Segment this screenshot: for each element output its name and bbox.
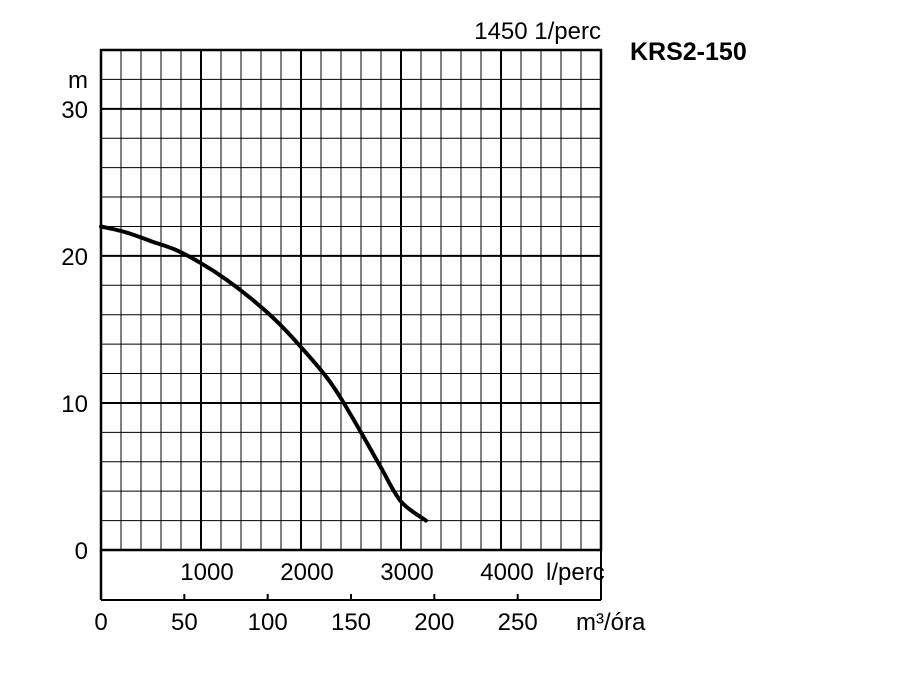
x-top-tick-label: 3000 — [380, 559, 433, 586]
x-top-tick-label: 4000 — [480, 559, 533, 586]
x-bottom-tick-label: 50 — [171, 609, 198, 636]
speed-label: 1450 1/perc — [474, 18, 601, 45]
x-bottom-tick-label: 250 — [498, 609, 538, 636]
x-bottom-tick-label: 0 — [94, 609, 107, 636]
minor-grid — [101, 49, 601, 550]
x-top-unit-label: l/perc — [546, 559, 605, 586]
x-bottom-tick-label: 150 — [331, 609, 371, 636]
y-tick-label: 0 — [75, 538, 88, 565]
major-grid — [101, 50, 601, 550]
y-axis-label: m — [68, 67, 88, 94]
x-top-tick-label: 2000 — [280, 559, 333, 586]
chart-axes — [99, 48, 603, 601]
plot-frame — [99, 48, 603, 552]
x-bottom-tick-label: 200 — [414, 609, 454, 636]
y-tick-label: 30 — [61, 97, 88, 124]
x-bottom-unit-label: m³/óra — [576, 609, 646, 636]
chart-title: KRS2-150 — [630, 38, 747, 66]
x-top-tick-label: 1000 — [180, 559, 233, 586]
x-bottom-tick-label: 100 — [248, 609, 288, 636]
series-line-head-curve — [99, 224, 428, 523]
x-bottom-tick-labels: 0 50 100 150 200 250 — [94, 594, 538, 636]
y-tick-label: 10 — [61, 391, 88, 418]
x-top-tick-labels: 1000 2000 3000 4000 — [180, 559, 533, 586]
y-tick-labels: 0 10 20 30 — [61, 97, 88, 565]
y-tick-label: 20 — [61, 244, 88, 271]
